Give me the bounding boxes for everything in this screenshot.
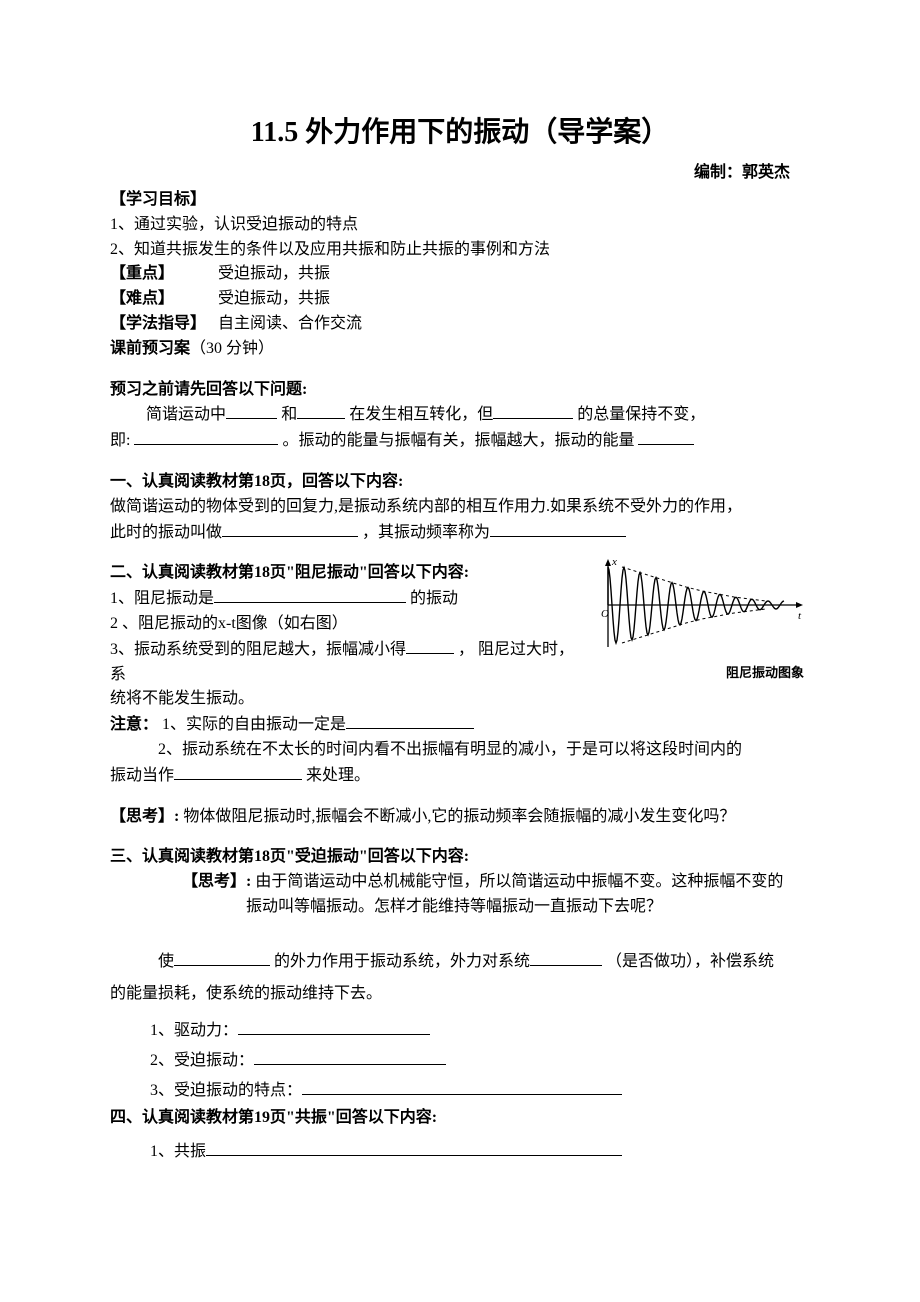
s3-q2-label: 2、受迫振动： [150,1052,254,1069]
blank [638,428,694,445]
blank [206,1139,622,1156]
document-page: 11.5 外力作用下的振动（导学案） 编制：郭英杰 【学习目标】 1、通过实验，… [0,0,920,1302]
objective-1: 1、通过实验，认识受迫振动的特点 [110,213,810,238]
s1-l2b: ，其振动频率称为 [362,524,490,541]
s4-q1-label: 1、共振 [150,1143,206,1160]
blank [174,949,270,966]
figure-caption: 阻尼振动图象 [600,662,810,681]
blank [254,1048,446,1065]
difficult-point-row: 【难点】 受迫振动，共振 [110,287,810,312]
pre-question-line1: 简谐运动中 和 在发生相互转化，但 的总量保持不变， [110,402,810,428]
s2-note1: 注意： 1、实际的自由振动一定是 [110,712,810,738]
s2-note2b: 振动当作 来处理。 [110,763,810,789]
blank [222,520,358,537]
yuxi-l1d: 的总量保持不变， [577,406,705,423]
blank [238,1018,430,1035]
yuxi-l2a: 即: [110,432,130,449]
blank [226,402,277,419]
yuxi-l1c: 在发生相互转化，但 [349,406,493,423]
think-head-2: 【思考】: [182,873,251,890]
blank [134,428,278,445]
page-title: 11.5 外力作用下的振动（导学案） [110,110,810,150]
preview-title: 课前预习案 [110,340,190,357]
think-1: 【思考】: 物体做阻尼振动时,振幅会不断减小,它的振动频率会随振幅的减小发生变化… [110,805,810,830]
s2-note2a: 2、振动系统在不太长的时间内看不出振幅有明显的减小，于是可以将这段时间内的 [110,738,810,763]
yuxi-l1b: 和 [281,406,297,423]
method-text: 自主阅读、合作交流 [218,315,362,332]
spacer [110,829,810,845]
spacer [110,362,810,378]
preview-time: （30 分钟） [190,340,274,357]
s2-note2b-text: 振动当作 [110,767,174,784]
s3-q3-label: 3、受迫振动的特点： [150,1082,302,1099]
damped-oscillation-figure: x t O 阻尼振动图象 [600,555,810,681]
think-head: 【思考】: [110,808,179,825]
s3-think-line2: 振动叫等幅振动。怎样才能维持等幅振动一直振动下去呢？ [110,895,810,920]
author-line: 编制：郭英杰 [110,158,790,182]
s3-fill-line2: 的能量损耗，使系统的振动维持下去。 [110,978,810,1010]
section-1-head: 一、认真阅读教材第18页，回答以下内容: [110,470,810,495]
blank [490,520,626,537]
s3-q1-label: 1、驱动力： [150,1022,238,1039]
spacer [110,789,810,805]
spacer [110,454,810,470]
blank [493,402,573,419]
method-label: 【学法指导】 [110,312,214,337]
blank [406,637,454,654]
key-point-label: 【重点】 [110,262,214,287]
preview-heading: 课前预习案（30 分钟） [110,337,810,362]
think-1-text: 物体做阻尼振动时,振幅会不断减小,它的振动频率会随振幅的减小发生变化吗？ [183,808,735,825]
s3-fill-a: 使 [158,953,174,970]
difficult-point-label: 【难点】 [110,287,214,312]
s3-fill-b: 的外力作用于振动系统，外力对系统 [274,953,530,970]
method-row: 【学法指导】 自主阅读、合作交流 [110,312,810,337]
heading-objectives: 【学习目标】 [110,188,810,213]
damped-oscillation-svg: x t O [600,555,805,655]
svg-text:x: x [611,556,617,568]
blank [297,402,345,419]
blank [346,712,474,729]
s3-sk1: 由于简谐运动中总机械能守恒，所以简谐运动中振幅不变。这种振幅不变的 [255,873,783,890]
blank [174,763,302,780]
blank [214,586,406,603]
spacer [110,920,810,946]
yuxi-l1a: 简谐运动中 [146,406,226,423]
s3-fill-c: （是否做功），补偿系统 [606,953,774,970]
s4-q1: 1、共振 [150,1137,810,1161]
yuxi-l2b: 。振动的能量与振幅有关，振幅越大，振动的能量 [282,432,634,449]
note-head: 注意： [110,716,158,733]
s1-l2a: 此时的振动叫做 [110,524,222,541]
s3-q1: 1、驱动力： [150,1016,810,1040]
pre-question-line2: 即: 。振动的能量与振幅有关，振幅越大，振动的能量 [110,428,810,454]
key-point-row: 【重点】 受迫振动，共振 [110,262,810,287]
s1-line2: 此时的振动叫做 ，其振动频率称为 [110,520,810,546]
key-point-text: 受迫振动，共振 [218,265,330,282]
s3-fill-line1: 使 的外力作用于振动系统，外力对系统 （是否做功），补偿系统 [110,946,810,978]
svg-text:O: O [601,608,609,620]
difficult-point-text: 受迫振动，共振 [218,290,330,307]
s2-1b: 的振动 [410,590,458,607]
objective-2: 2、知道共振发生的条件以及应用共振和防止共振的事例和方法 [110,238,810,263]
s2-3a: 3、振动系统受到的阻尼越大，振幅减小得 [110,641,406,658]
section-4-head: 四、认真阅读教材第19页"共振"回答以下内容: [110,1106,810,1131]
s3-think-line1: 【思考】: 由于简谐运动中总机械能守恒，所以简谐运动中振幅不变。这种振幅不变的 [110,870,810,895]
s1-line1: 做简谐运动的物体受到的回复力,是振动系统内部的相互作用力.如果系统不受外力的作用… [110,495,810,520]
s2-1a: 1、阻尼振动是 [110,590,214,607]
s2-note2c: 来处理。 [306,767,370,784]
section-3-head: 三、认真阅读教材第18页"受迫振动"回答以下内容: [110,845,810,870]
pre-question-head: 预习之前请先回答以下问题: [110,378,810,403]
blank [530,949,602,966]
s3-q2: 2、受迫振动： [150,1046,810,1070]
s2-note1-text: 1、实际的自由振动一定是 [162,716,346,733]
svg-text:t: t [798,610,802,622]
s3-q3: 3、受迫振动的特点： [150,1076,810,1100]
s2-item3b: 统将不能发生振动。 [110,687,810,712]
blank [302,1078,622,1095]
